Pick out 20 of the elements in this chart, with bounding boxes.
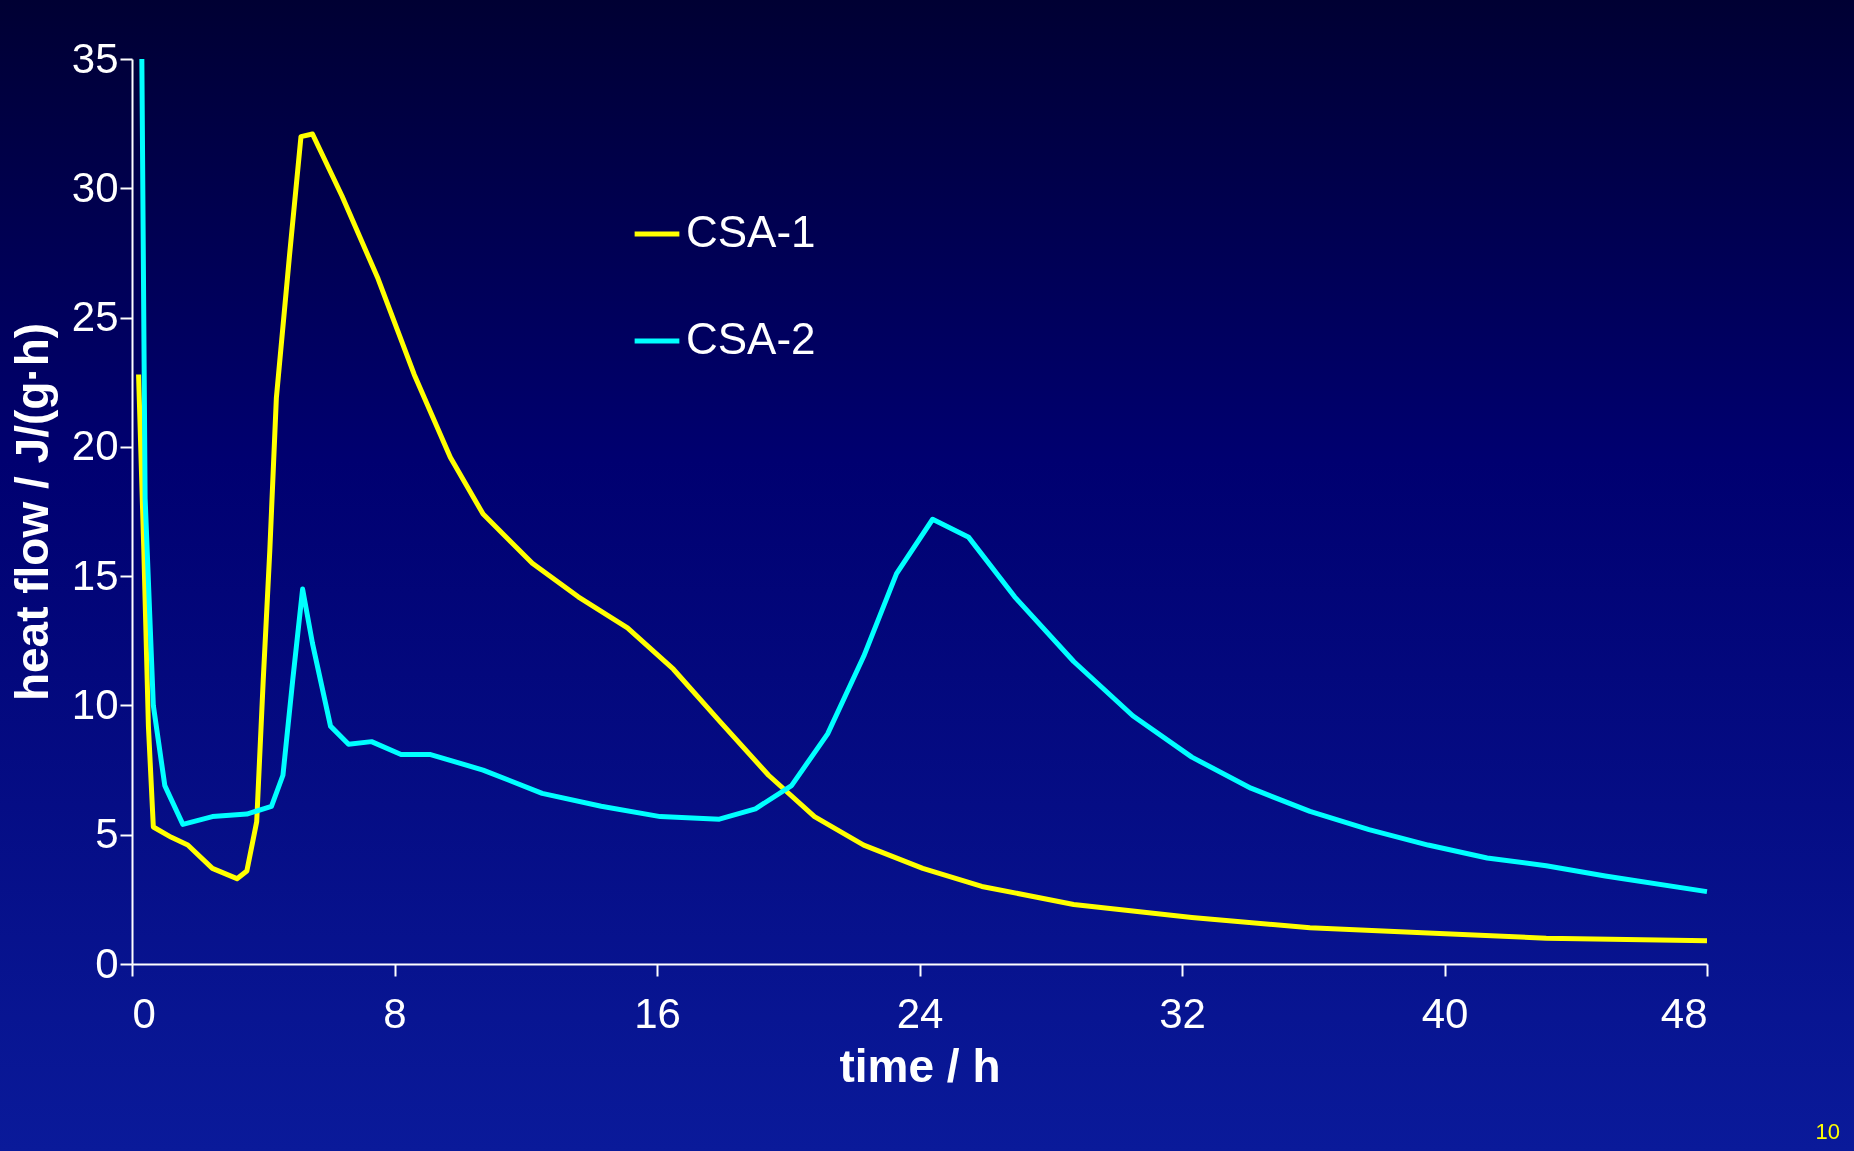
y-tick-label: 20: [71, 422, 119, 470]
y-tick-label: 10: [71, 680, 119, 728]
y-axis-title: heat flow / J/(g·h): [5, 322, 58, 702]
x-tick-label: 16: [634, 989, 681, 1037]
x-tick-label: 48: [1660, 989, 1708, 1037]
y-tick-label: 15: [71, 551, 119, 599]
y-tick-label: 5: [95, 810, 119, 858]
text: 10: [1815, 1119, 1840, 1145]
x-tick-label: 8: [383, 989, 407, 1037]
x-tick-label: 24: [896, 989, 944, 1037]
x-tick-label: 40: [1421, 989, 1469, 1037]
legend-label: CSA-2: [686, 314, 816, 363]
x-tick-label: 0: [132, 989, 156, 1037]
y-tick-label: 30: [71, 163, 119, 211]
x-tick-label: 32: [1159, 989, 1206, 1037]
x-axis-title: time / h: [839, 1039, 1001, 1092]
y-tick-label: 0: [95, 939, 119, 987]
y-tick-label: 25: [71, 293, 119, 341]
y-tick-label: 35: [71, 34, 119, 82]
legend-label: CSA-1: [686, 207, 816, 256]
